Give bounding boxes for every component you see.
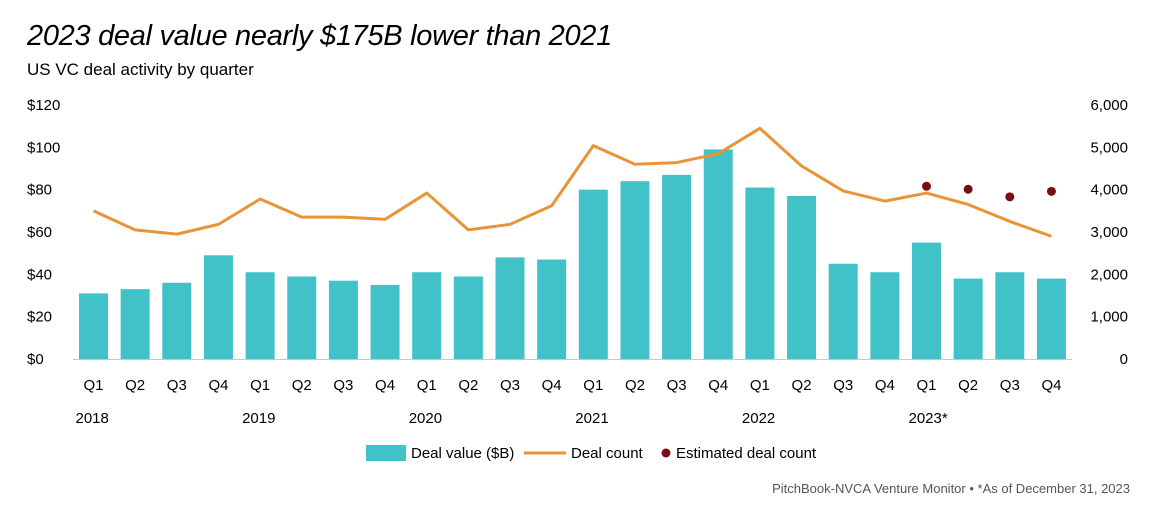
deal-value-bar bbox=[412, 272, 442, 359]
legend-label-deal-count: Deal count bbox=[571, 445, 644, 462]
x-axis-quarter-label: Q3 bbox=[667, 377, 687, 394]
deal-value-bar bbox=[703, 149, 733, 359]
x-axis-quarter-labels: Q1 Q2 Q3 Q4 Q1 Q2 Q3 Q4 Q1 Q2 Q3 Q4 Q1 Q2 Q3 Q4 Q1 Q2 Q3 Q4… bbox=[83, 377, 1061, 394]
source-note: PitchBook-NVCA Venture Monitor • *As of … bbox=[772, 481, 1130, 496]
x-axis-quarter-label: Q4 bbox=[708, 377, 728, 394]
estimated-deal-count-point bbox=[1046, 186, 1056, 196]
deal-value-bar bbox=[79, 293, 108, 359]
legend-dot-swatch bbox=[661, 448, 671, 458]
x-axis-quarter-label: Q1 bbox=[83, 377, 103, 394]
x-axis-quarter-label: Q4 bbox=[208, 377, 228, 394]
x-axis-quarter-label: Q1 bbox=[750, 377, 770, 394]
deal-value-bar bbox=[870, 272, 900, 359]
deal-count-line-path bbox=[92, 126, 1052, 238]
x-axis-quarter-label: Q3 bbox=[1000, 377, 1020, 394]
right-axis-tick-label: 3,000 bbox=[1090, 224, 1128, 241]
right-axis-tick-label: 1,000 bbox=[1090, 309, 1128, 326]
legend-bar-swatch bbox=[366, 445, 406, 461]
x-axis-quarter-label: Q3 bbox=[500, 377, 520, 394]
x-axis-quarter-label: Q4 bbox=[542, 377, 562, 394]
x-axis-year-label: 2018 bbox=[76, 410, 109, 427]
x-axis-year-label: 2019 bbox=[242, 410, 275, 427]
x-axis-quarter-label: Q4 bbox=[1041, 377, 1061, 394]
deal-value-bar bbox=[787, 196, 817, 359]
left-axis-tick-label: $0 bbox=[27, 351, 44, 368]
deal-value-bar bbox=[953, 278, 983, 359]
x-axis-quarter-label: Q1 bbox=[417, 377, 437, 394]
right-axis-tick-label: 6,000 bbox=[1090, 97, 1128, 114]
estimated-deal-count-point bbox=[922, 181, 931, 191]
x-axis-quarter-label: Q2 bbox=[458, 377, 478, 394]
right-axis-tick-label: 4,000 bbox=[1090, 182, 1128, 199]
legend-label-deal-value: Deal value ($B) bbox=[411, 445, 514, 462]
x-axis-quarter-label: Q3 bbox=[833, 377, 853, 394]
deal-count-line bbox=[92, 126, 1052, 238]
right-axis-tick-label: 0 bbox=[1120, 351, 1128, 368]
x-axis-quarter-label: Q4 bbox=[875, 377, 895, 394]
chart-title: 2023 deal value nearly $175B lower than … bbox=[27, 20, 612, 52]
estimated-deal-count-point bbox=[1005, 192, 1015, 202]
x-axis-quarter-label: Q2 bbox=[625, 377, 645, 394]
deal-value-bar bbox=[328, 280, 358, 359]
deal-value-bar bbox=[1036, 278, 1066, 359]
left-axis-tick-label: $20 bbox=[27, 309, 52, 326]
x-axis-quarter-label: Q1 bbox=[250, 377, 270, 394]
x-axis-quarter-label: Q2 bbox=[292, 377, 312, 394]
legend: Deal value ($B) Deal count Estimated deal … bbox=[366, 445, 817, 462]
deal-value-bar bbox=[120, 289, 150, 359]
x-axis-year-label: 2022 bbox=[742, 410, 775, 427]
x-axis-quarter-label: Q2 bbox=[958, 377, 978, 394]
left-axis-tick-label: $100 bbox=[27, 139, 60, 156]
deal-value-bar bbox=[453, 276, 483, 359]
x-axis-year-label: 2020 bbox=[409, 410, 442, 427]
x-axis-year-labels: 2018 2019 2020 2021 2022 2023* bbox=[76, 410, 948, 427]
bars bbox=[79, 149, 1066, 359]
deal-value-bar bbox=[537, 259, 567, 359]
deal-value-bar bbox=[745, 187, 775, 359]
deal-value-bar bbox=[162, 282, 192, 359]
deal-value-bar bbox=[578, 189, 608, 359]
deal-value-bar bbox=[203, 255, 233, 359]
left-axis-tick-label: $40 bbox=[27, 266, 52, 283]
deal-value-bar bbox=[370, 284, 400, 359]
deal-value-bar bbox=[912, 242, 941, 359]
left-axis-tick-label: $120 bbox=[27, 97, 60, 114]
right-axis-tick-label: 5,000 bbox=[1090, 139, 1128, 156]
deal-value-bar bbox=[495, 257, 525, 359]
estimated-deal-count-point bbox=[963, 184, 973, 194]
x-axis-quarter-label: Q1 bbox=[916, 377, 936, 394]
x-axis-year-label: 2023* bbox=[909, 410, 948, 427]
x-axis-quarter-label: Q4 bbox=[375, 377, 395, 394]
deal-value-bar bbox=[662, 174, 692, 359]
chart-subtitle: US VC deal activity by quarter bbox=[27, 60, 254, 79]
deal-value-bar bbox=[245, 272, 275, 359]
left-axis-tick-label: $60 bbox=[27, 224, 52, 241]
x-axis-quarter-label: Q2 bbox=[792, 377, 812, 394]
x-axis-quarter-label: Q3 bbox=[167, 377, 187, 394]
left-axis-tick-label: $80 bbox=[27, 182, 52, 199]
estimated-deal-count-points bbox=[922, 181, 1056, 202]
x-axis-quarter-label: Q2 bbox=[125, 377, 145, 394]
x-axis-quarter-label: Q3 bbox=[333, 377, 353, 394]
right-axis-ticks: 0 1,000 2,000 3,000 4,000 5,000 6,000 bbox=[1090, 97, 1128, 368]
legend-label-estimated-deal-count: Estimated deal count bbox=[676, 445, 817, 462]
deal-value-bar bbox=[995, 272, 1025, 359]
deal-value-bar bbox=[620, 181, 650, 359]
x-axis-quarter-label: Q1 bbox=[583, 377, 603, 394]
deal-value-bar bbox=[287, 276, 317, 359]
left-axis-ticks: $0 $20 $40 $60 $80 $100 $120 bbox=[27, 97, 60, 368]
x-axis-year-label: 2021 bbox=[575, 410, 608, 427]
right-axis-tick-label: 2,000 bbox=[1090, 266, 1128, 283]
deal-value-bar bbox=[828, 263, 858, 359]
